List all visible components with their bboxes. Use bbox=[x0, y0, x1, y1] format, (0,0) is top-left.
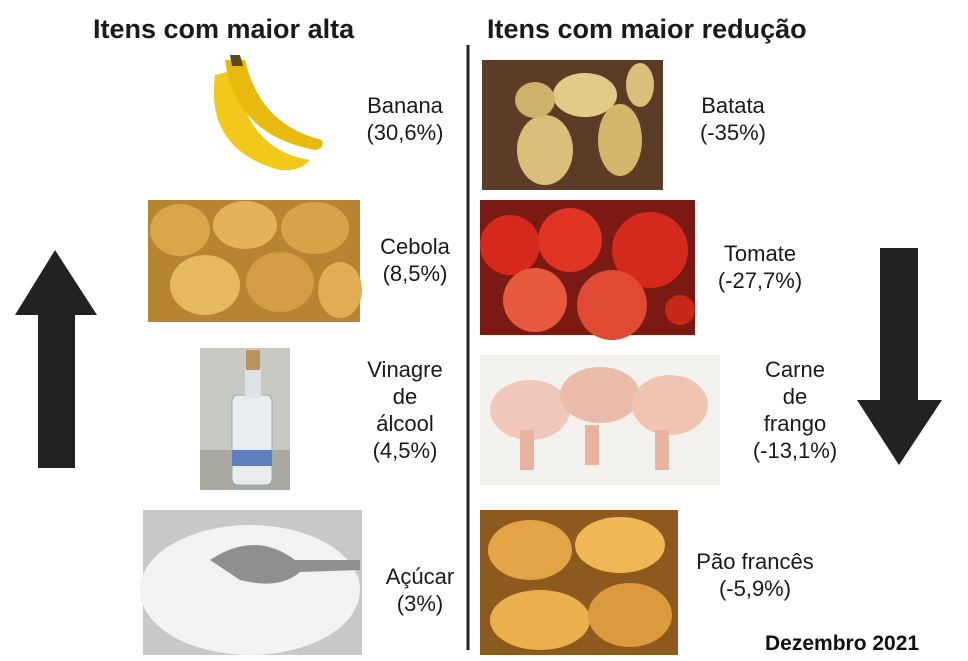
item-change: (30,6%) bbox=[345, 119, 465, 146]
item-name: Tomate bbox=[700, 240, 820, 267]
item-name: Açúcar bbox=[360, 563, 480, 590]
down-arrow bbox=[857, 248, 942, 465]
item-label: Carne de frango(-13,1%) bbox=[730, 356, 860, 464]
item-name: Pão francês bbox=[680, 548, 830, 575]
item-name: Batata bbox=[673, 92, 793, 119]
item-change: (3%) bbox=[360, 590, 480, 617]
item-name: Banana bbox=[345, 92, 465, 119]
item-name: Carne de frango bbox=[755, 356, 835, 437]
sugar-image bbox=[140, 510, 362, 655]
bread-image bbox=[480, 510, 678, 655]
onion-image bbox=[148, 200, 362, 322]
item-name: Vinagre de álcool bbox=[365, 356, 445, 437]
infographic: Itens com maior alta Itens com maior red… bbox=[0, 0, 968, 661]
item-label: Batata(-35%) bbox=[673, 92, 793, 146]
potato-image bbox=[482, 60, 663, 190]
item-label: Vinagre de álcool(4,5%) bbox=[350, 356, 460, 464]
item-change: (4,5%) bbox=[350, 437, 460, 464]
item-name: Cebola bbox=[355, 233, 475, 260]
item-label: Cebola(8,5%) bbox=[355, 233, 475, 287]
item-label: Banana(30,6%) bbox=[345, 92, 465, 146]
chicken-image bbox=[480, 355, 720, 485]
item-label: Tomate(-27,7%) bbox=[700, 240, 820, 294]
item-label: Açúcar(3%) bbox=[360, 563, 480, 617]
vinegar-image bbox=[200, 348, 290, 490]
item-change: (-35%) bbox=[673, 119, 793, 146]
left-title: Itens com maior alta bbox=[93, 14, 354, 45]
item-change: (-5,9%) bbox=[680, 575, 830, 602]
item-change: (-27,7%) bbox=[700, 267, 820, 294]
tomato-image bbox=[480, 200, 695, 340]
right-title: Itens com maior redução bbox=[487, 14, 807, 45]
item-change: (8,5%) bbox=[355, 260, 475, 287]
item-label: Pão francês(-5,9%) bbox=[680, 548, 830, 602]
up-arrow bbox=[15, 250, 97, 468]
footer-date: Dezembro 2021 bbox=[765, 632, 919, 656]
banana-image bbox=[214, 55, 323, 170]
item-change: (-13,1%) bbox=[730, 437, 860, 464]
